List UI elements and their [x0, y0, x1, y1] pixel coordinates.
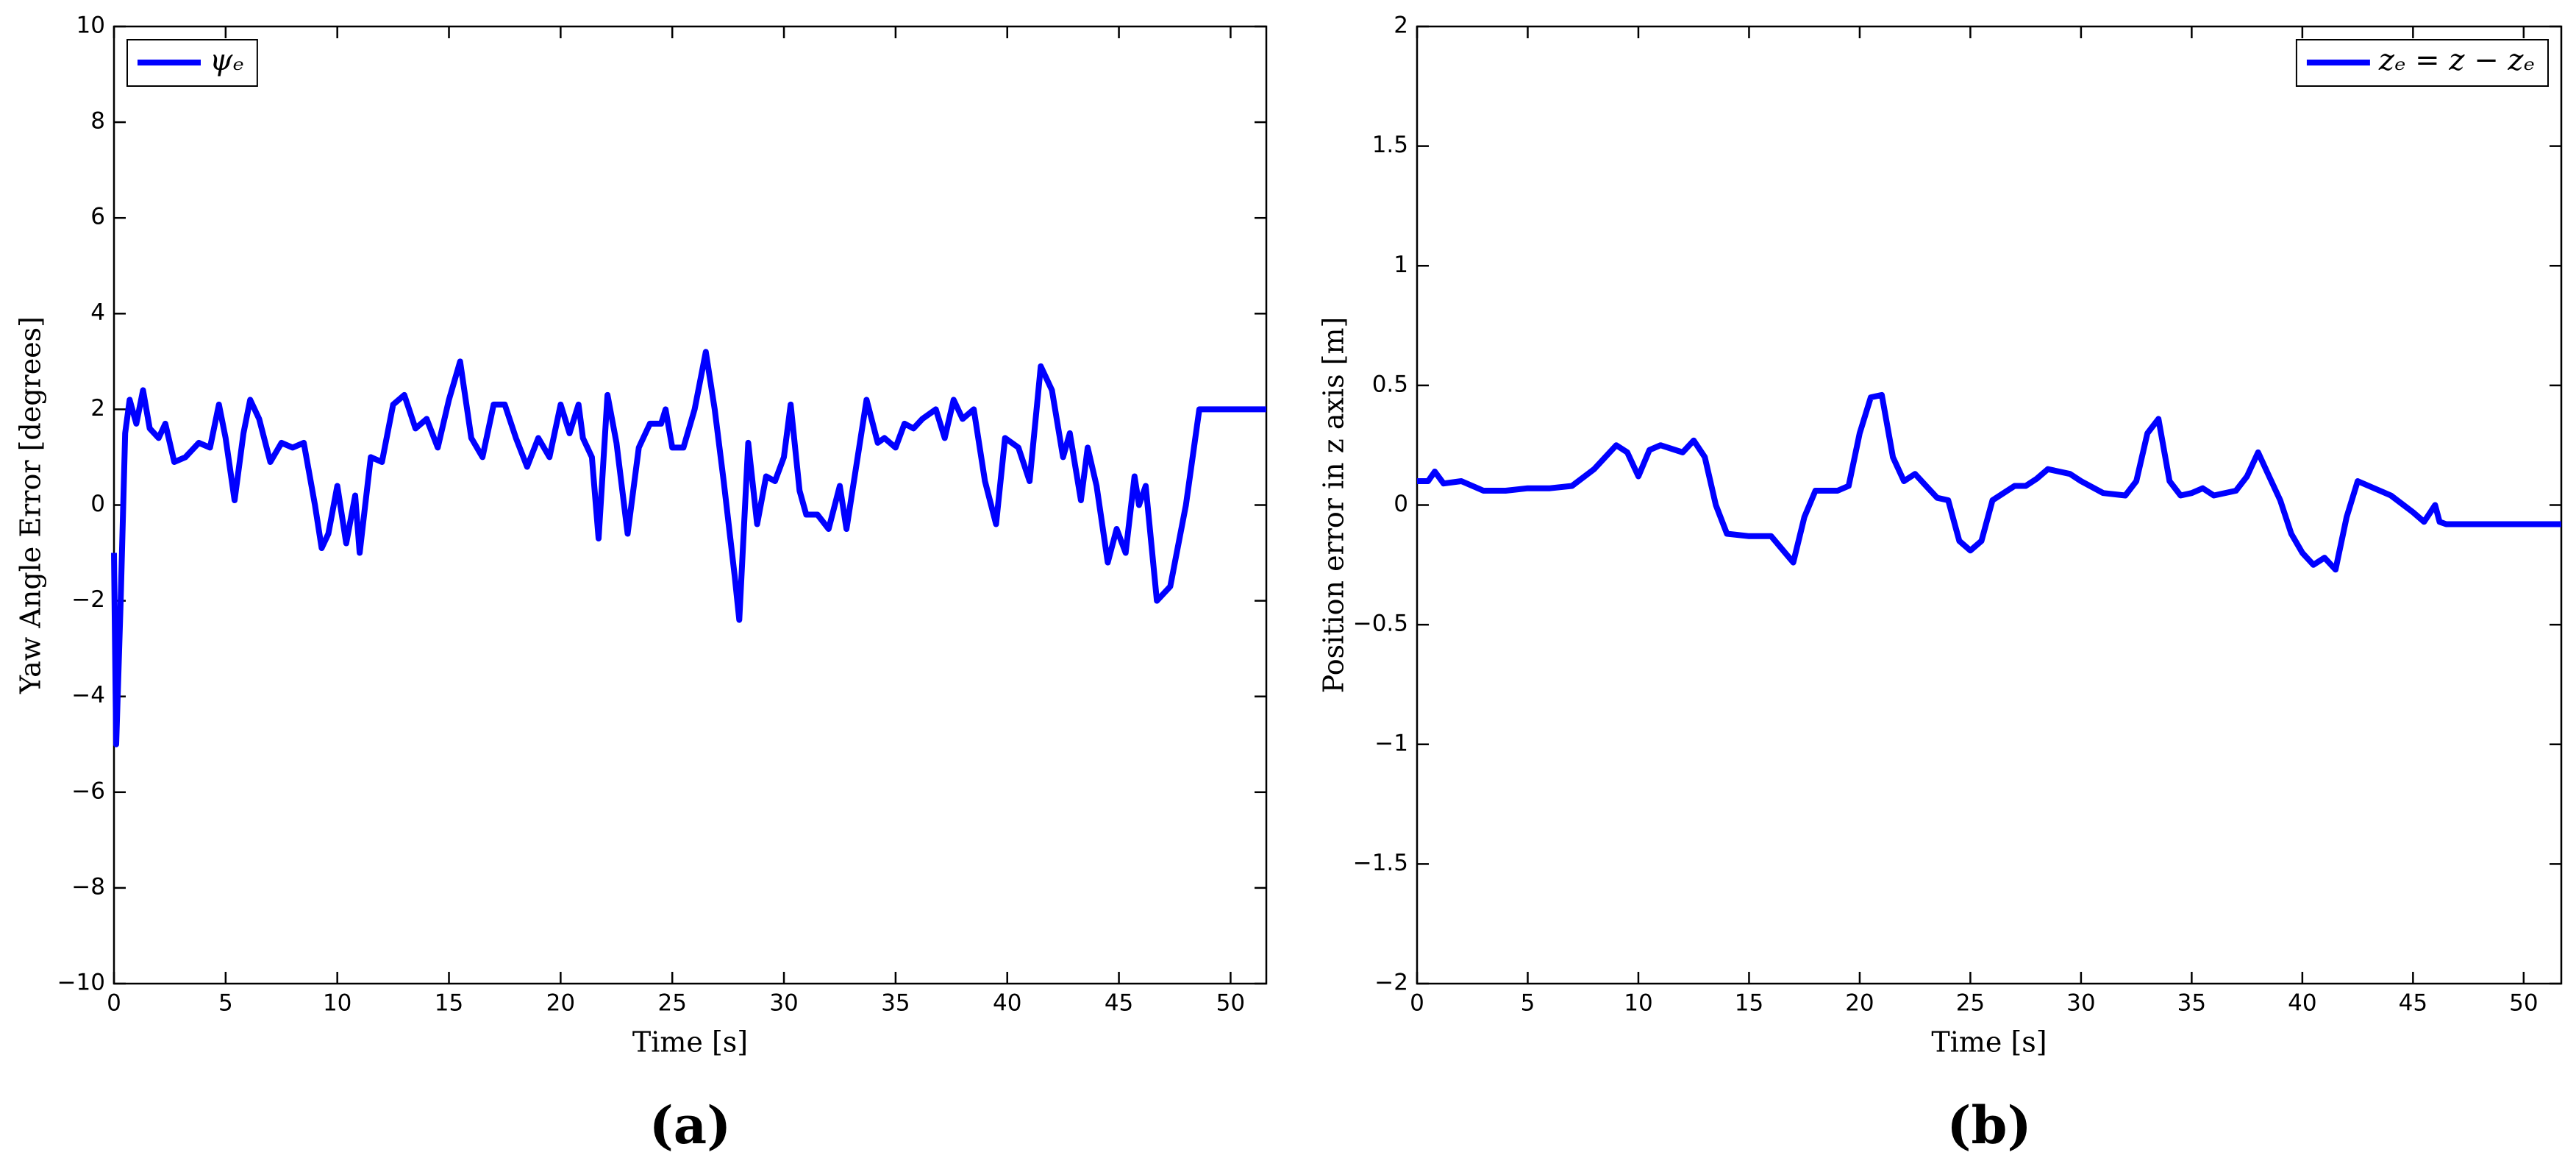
legend-label: zₑ = z − zₑ — [2378, 43, 2535, 77]
panel-label: (b) — [1947, 1095, 2031, 1156]
x-tick-label: 35 — [2177, 990, 2206, 1017]
x-tick-label: 5 — [218, 990, 233, 1017]
y-tick-label: −4 — [71, 682, 105, 708]
y-tick-label: 0 — [1394, 491, 1408, 517]
y-tick-label: −0.5 — [1353, 611, 1408, 637]
x-axis-label: Time [s] — [1931, 1026, 2047, 1059]
x-tick-label: 50 — [1216, 990, 1245, 1017]
x-tick-label: 35 — [881, 990, 910, 1017]
y-tick-label: 1 — [1394, 252, 1408, 278]
y-tick-label: 0.5 — [1372, 371, 1408, 397]
x-tick-label: 0 — [107, 990, 121, 1017]
data-line — [111, 349, 1266, 747]
x-tick-label: 5 — [1521, 990, 1535, 1017]
y-tick-label: −2 — [71, 586, 105, 613]
x-tick-label: 15 — [1735, 990, 1763, 1017]
legend-label: ψₑ — [210, 43, 244, 77]
x-tick-label: 30 — [769, 990, 798, 1017]
y-tick-label: 2 — [90, 395, 105, 422]
x-tick-label: 15 — [435, 990, 463, 1017]
x-tick-label: 45 — [2399, 990, 2427, 1017]
y-tick-label: −8 — [71, 873, 105, 900]
y-axis-label: Position error in z axis [m] — [1318, 317, 1350, 694]
y-axis-label: Yaw Angle Error [degrees] — [15, 316, 47, 694]
y-tick-label: −6 — [71, 778, 105, 804]
panel-label: (a) — [649, 1095, 732, 1156]
x-axis-label: Time [s] — [632, 1026, 748, 1059]
y-tick-label: −2 — [1374, 970, 1408, 996]
y-tick-label: −1.5 — [1353, 850, 1408, 876]
y-tick-label: 2 — [1394, 13, 1408, 39]
x-tick-label: 40 — [993, 990, 1021, 1017]
data-line — [1417, 391, 2561, 573]
y-tick-label: 10 — [76, 13, 105, 39]
x-tick-label: 0 — [1410, 990, 1424, 1017]
plot-area — [113, 25, 1268, 985]
y-tick-label: −10 — [57, 970, 105, 996]
y-tick-label: 0 — [90, 491, 105, 517]
y-tick-label: 4 — [90, 299, 105, 326]
x-tick-label: 25 — [657, 990, 686, 1017]
x-tick-label: 20 — [1845, 990, 1874, 1017]
y-tick-label: 8 — [90, 108, 105, 135]
x-tick-label: 45 — [1105, 990, 1133, 1017]
y-tick-label: −1 — [1374, 730, 1408, 756]
x-tick-label: 10 — [323, 990, 352, 1017]
y-tick-label: 6 — [90, 204, 105, 230]
x-tick-label: 20 — [546, 990, 575, 1017]
x-tick-label: 30 — [2066, 990, 2095, 1017]
x-tick-label: 40 — [2288, 990, 2316, 1017]
x-tick-label: 50 — [2509, 990, 2538, 1017]
x-tick-label: 25 — [1956, 990, 1985, 1017]
x-tick-label: 10 — [1624, 990, 1652, 1017]
y-tick-label: 1.5 — [1372, 132, 1408, 158]
